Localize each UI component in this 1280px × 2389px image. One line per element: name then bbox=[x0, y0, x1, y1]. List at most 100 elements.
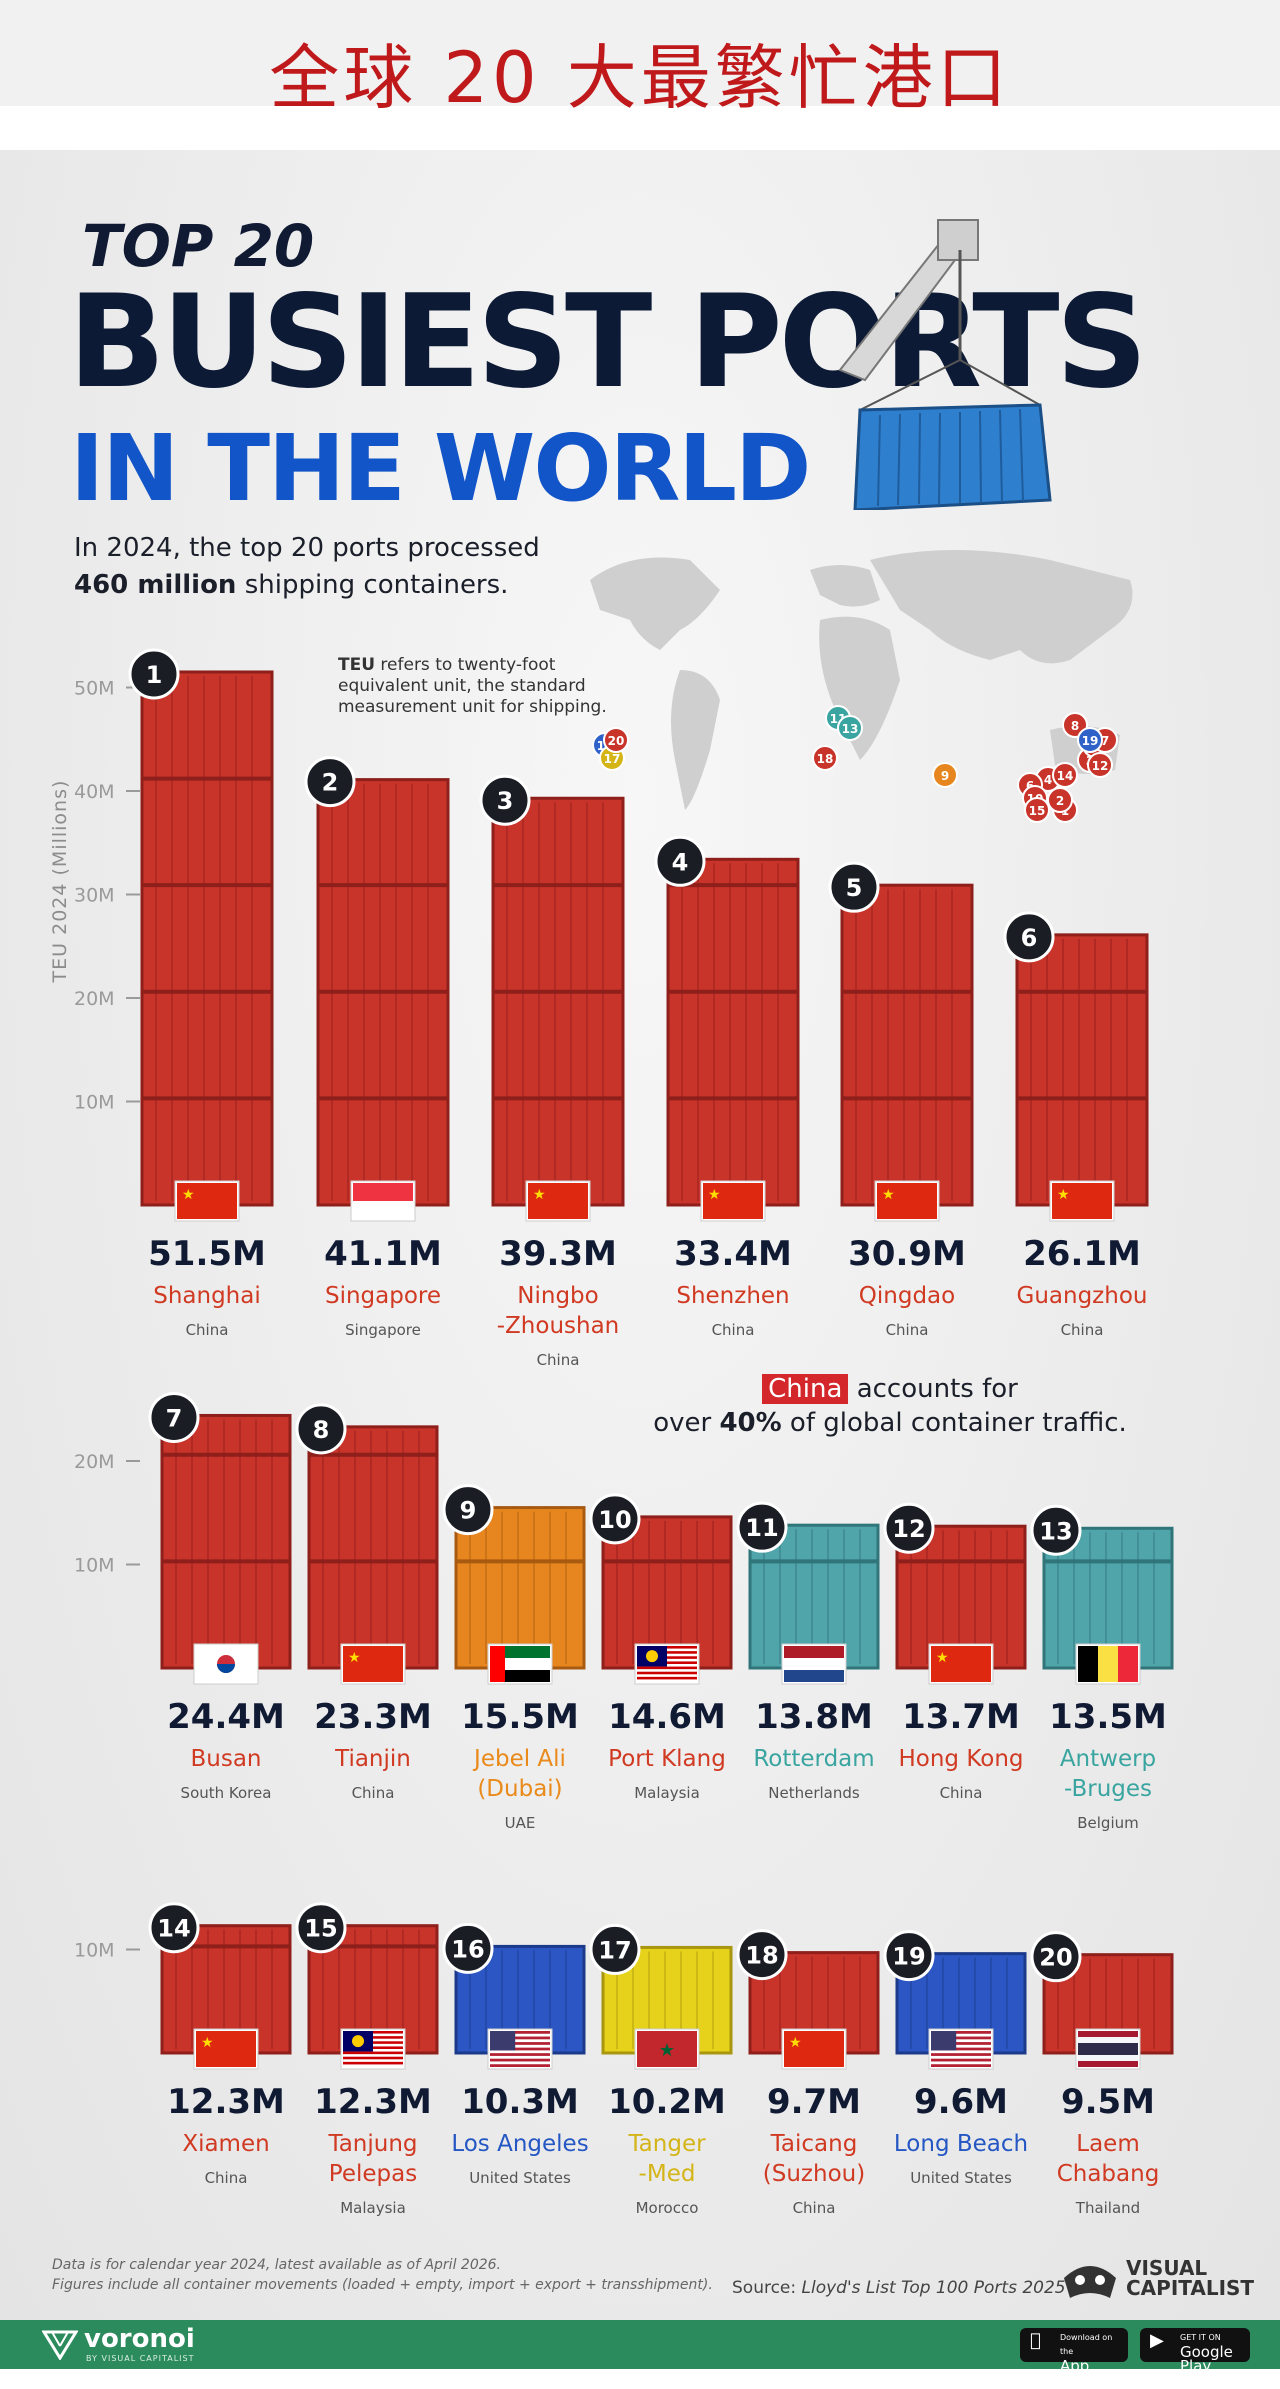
voronoi-logo-text[interactable]: voronoi bbox=[84, 2324, 195, 2354]
port-name: Hong Kong bbox=[898, 1746, 1023, 1772]
value-label: 41.1M bbox=[324, 1234, 442, 1274]
bar-port-9 bbox=[454, 1506, 586, 1670]
country-label: China bbox=[793, 2199, 836, 2217]
port-name: Chabang bbox=[1057, 2161, 1160, 2187]
footnote-line1: Data is for calendar year 2024, latest a… bbox=[52, 2257, 501, 2273]
port-name: Rotterdam bbox=[753, 1746, 874, 1772]
visual-capitalist-logo-icon bbox=[1064, 2266, 1116, 2298]
footnote-line2: Figures include all container movements … bbox=[52, 2277, 713, 2293]
page-title: 全球 20 大最繁忙港口 bbox=[269, 37, 1011, 119]
value-label: 13.5M bbox=[1049, 1697, 1167, 1737]
map-marker-12 bbox=[1087, 752, 1113, 778]
country-label: South Korea bbox=[181, 1784, 272, 1802]
country-label: China bbox=[940, 1784, 983, 1802]
rank-badge-7 bbox=[148, 1391, 200, 1443]
map-marker-label: 18 bbox=[817, 752, 834, 766]
port-name: Shenzhen bbox=[676, 1283, 789, 1309]
data-footnote: Data is for calendar year 2024, latest a… bbox=[52, 2255, 713, 2295]
rank-label: 10 bbox=[598, 1506, 631, 1534]
value-label: 24.4M bbox=[167, 1697, 285, 1737]
rank-badge-8 bbox=[295, 1403, 347, 1455]
rank-badge-10 bbox=[589, 1493, 641, 1545]
crane-container-illustration bbox=[838, 219, 1052, 510]
map-marker-label: 13 bbox=[842, 722, 859, 736]
teu-note-bold: TEU bbox=[338, 655, 376, 675]
value-label: 33.4M bbox=[674, 1234, 792, 1274]
map-marker-label: 7 bbox=[1101, 734, 1109, 748]
rank-label: 16 bbox=[451, 1935, 484, 1963]
flag-graphic: ★ bbox=[528, 1183, 588, 1219]
port-bar-chart: 10M 20M 30M 40M 50M ★ 1 51.5M Shanghai China 2 41.1… bbox=[74, 648, 1174, 2217]
google-play-label: Google Play bbox=[1180, 2343, 1233, 2375]
port-name: Guangzhou bbox=[1017, 1283, 1148, 1309]
value-label: 39.3M bbox=[499, 1234, 617, 1274]
lead-line2: shipping containers. bbox=[236, 570, 509, 600]
value-label: 9.7M bbox=[767, 2082, 861, 2122]
country-label: Malaysia bbox=[340, 2199, 406, 2217]
map-marker-19 bbox=[1077, 727, 1103, 753]
rank-badge-17 bbox=[589, 1923, 641, 1975]
svg-text:★: ★ bbox=[182, 1187, 195, 1203]
voronoi-logo-icon bbox=[42, 2330, 78, 2360]
y-tick-label: 20M bbox=[74, 988, 115, 1010]
flag-graphic bbox=[637, 1646, 697, 1680]
rank-label: 9 bbox=[460, 1497, 477, 1525]
y-tick-label: 20M bbox=[74, 1451, 115, 1473]
value-label: 51.5M bbox=[148, 1234, 266, 1274]
lead-line1: In 2024, the top 20 ports processed bbox=[74, 533, 540, 563]
svg-text:★: ★ bbox=[348, 1650, 361, 1666]
flag-graphic bbox=[1078, 2031, 1138, 2067]
rank-badge-14 bbox=[148, 1902, 200, 1954]
rank-label: 12 bbox=[892, 1515, 925, 1543]
flag-graphic bbox=[353, 1183, 413, 1219]
rank-label: 11 bbox=[745, 1514, 778, 1542]
top-title-bar: 全球 20 大最繁忙港口 bbox=[0, 0, 1280, 128]
rank-badge-12 bbox=[883, 1502, 935, 1554]
rank-label: 5 bbox=[846, 874, 863, 902]
map-marker-label: 19 bbox=[1082, 734, 1099, 748]
svg-text:★: ★ bbox=[936, 1650, 949, 1666]
flag-graphic: ★ bbox=[343, 1646, 403, 1682]
port-name: Xiamen bbox=[182, 2131, 269, 2157]
country-label: China bbox=[1061, 1321, 1104, 1339]
rank-badge-20 bbox=[1030, 1931, 1082, 1983]
app-store-button[interactable]:  Download on the App Store bbox=[1020, 2328, 1128, 2388]
rank-badge-11 bbox=[736, 1501, 788, 1553]
visual-capitalist-brand: VISUAL CAPITALIST bbox=[1126, 2258, 1254, 2298]
map-markers: 1234567891011121314151617181920 bbox=[592, 705, 1118, 823]
rank-badge-1 bbox=[128, 648, 180, 700]
flag-graphic: ★ bbox=[637, 2031, 697, 2067]
rank-badge-13 bbox=[1030, 1504, 1082, 1556]
rank-label: 8 bbox=[313, 1416, 330, 1444]
flag-graphic: ★ bbox=[877, 1183, 937, 1219]
svg-text:★: ★ bbox=[1057, 1187, 1070, 1203]
port-name: Busan bbox=[190, 1746, 261, 1772]
china-note-line2-pre: over bbox=[653, 1408, 720, 1438]
port-name: -Med bbox=[639, 2161, 696, 2187]
port-name: Taicang bbox=[770, 2131, 858, 2157]
rank-badge-18 bbox=[736, 1929, 788, 1981]
y-tick-label: 10M bbox=[74, 1940, 115, 1962]
rank-badge-19 bbox=[883, 1930, 935, 1982]
rank-label: 2 bbox=[322, 769, 339, 797]
port-name: Laem bbox=[1076, 2131, 1139, 2157]
value-label: 15.5M bbox=[461, 1697, 579, 1737]
voronoi-sub: BY VISUAL CAPITALIST bbox=[86, 2354, 195, 2363]
apple-icon:  bbox=[1030, 2332, 1041, 2350]
app-store-small: Download on the bbox=[1060, 2333, 1113, 2356]
port-name: (Suzhou) bbox=[763, 2161, 865, 2187]
svg-text:★: ★ bbox=[533, 1187, 546, 1203]
country-label: Malaysia bbox=[634, 1784, 700, 1802]
map-marker-2 bbox=[1047, 787, 1073, 813]
value-label: 13.7M bbox=[902, 1697, 1020, 1737]
svg-text:★: ★ bbox=[882, 1187, 895, 1203]
lead-text: In 2024, the top 20 ports processed 460 … bbox=[74, 530, 540, 604]
port-name: Singapore bbox=[325, 1283, 441, 1309]
country-label: Singapore bbox=[345, 1321, 421, 1339]
rank-label: 1 bbox=[146, 661, 163, 689]
value-label: 26.1M bbox=[1023, 1234, 1141, 1274]
google-play-button[interactable]: ▶ GET IT ON Google Play bbox=[1140, 2328, 1250, 2374]
map-marker-18 bbox=[812, 745, 838, 771]
flag-graphic: ★ bbox=[1052, 1183, 1112, 1219]
map-marker-label: 8 bbox=[1071, 719, 1079, 733]
